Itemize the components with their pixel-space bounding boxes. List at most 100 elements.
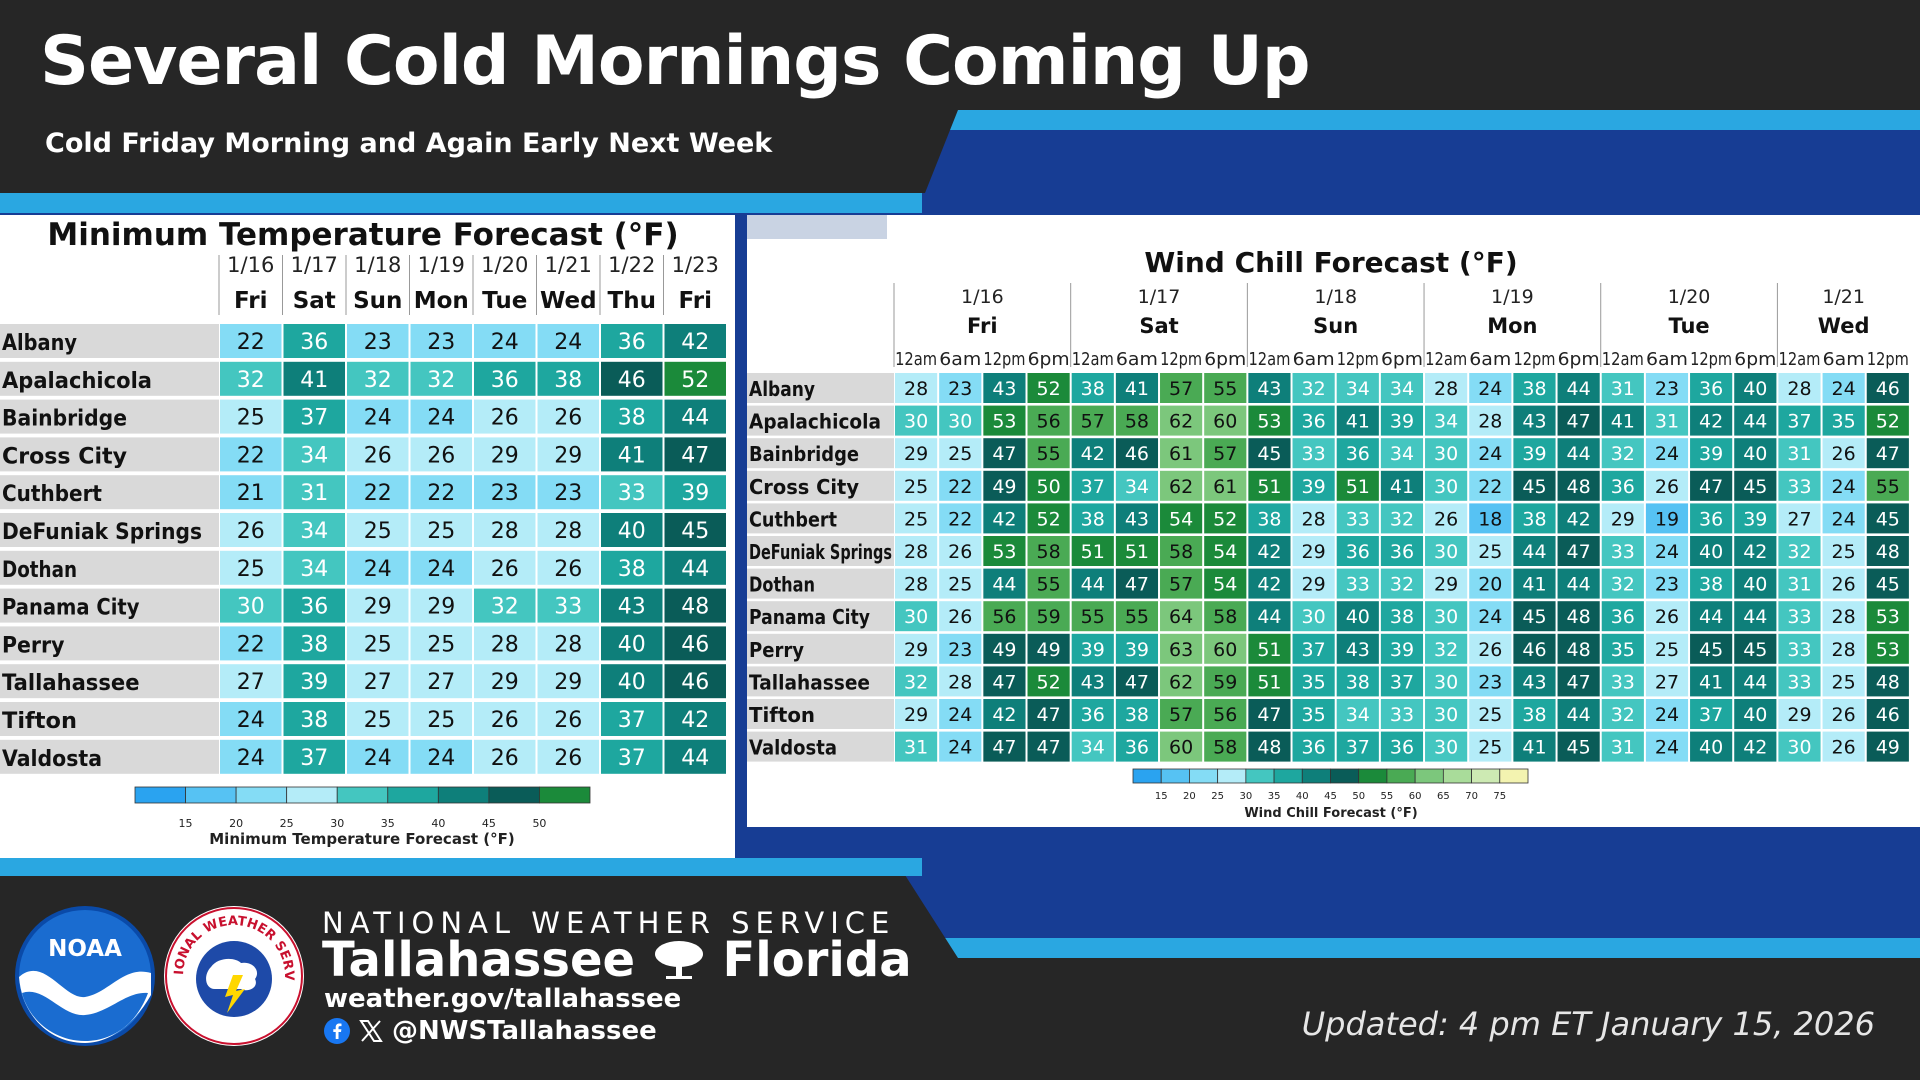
wind-chill-colorbar-label: Wind Chill Forecast (°F) [1244,806,1417,821]
wind-chill-cell [939,438,982,469]
wind-chill-cell [1778,405,1821,436]
wind-chill-cell-value: 55 [1037,443,1061,465]
min-temp-cell [220,702,282,736]
wind-chill-cell [1160,373,1203,403]
wind-chill-cell-value: 64 [1169,606,1193,628]
min-temp-cell [220,626,282,661]
wind-chill-cell [1557,633,1600,664]
min-temp-cell-value: 25 [364,519,392,544]
min-temp-cell [283,475,345,510]
wind-chill-cell-value: 62 [1169,411,1193,433]
wind-chill-cell-value: 45 [1567,737,1591,759]
wind-chill-cell [1071,633,1114,664]
wind-chill-date-label: 1/19 [1491,286,1534,308]
wind-chill-cell [1027,470,1070,501]
wind-chill-colorbar-swatch [1160,768,1190,784]
wind-chill-cell [1557,503,1600,534]
min-temp-cell-value: 26 [491,708,519,733]
wind-chill-colorbar-swatch [1245,768,1275,784]
min-temp-cell-value: 24 [237,746,265,771]
wind-chill-cell-value: 30 [1434,606,1458,628]
social-handle[interactable]: @NWSTallahassee [392,1016,657,1046]
noaa-logo: NOAA [15,906,155,1046]
wind-chill-cell-value: 30 [1434,541,1458,563]
wind-chill-cell-value: 24 [1832,378,1856,400]
min-temp-cell-value: 32 [491,595,519,620]
min-temp-cell-value: 39 [681,481,709,506]
x-icon[interactable] [358,1018,384,1044]
min-temp-cell-value: 23 [427,330,455,355]
wind-chill-cell [1513,568,1556,599]
wind-chill-cell-value: 28 [904,378,928,400]
min-temp-row-label: Cuthbert [2,482,102,507]
min-temp-row-label: Apalachicola [2,369,152,394]
wind-chill-cell [1557,666,1600,697]
wind-chill-cell [1469,601,1512,632]
min-temp-cell-value: 23 [491,481,519,506]
min-temp-cell [664,399,726,434]
wind-chill-cell-value: 47 [992,671,1016,693]
office-url[interactable]: weather.gov/tallahassee [324,984,682,1014]
nws-seal-logo: NATIONAL WEATHER SERVICE [163,905,304,1046]
wind-chill-cell [1115,601,1159,632]
wind-chill-cell-value: 32 [904,671,928,693]
wind-chill-cell-value: 58 [1125,411,1149,433]
wind-chill-row-label: Tifton [749,703,815,727]
min-temp-row-label-bg [0,739,219,774]
min-temp-cell-value: 26 [554,557,582,582]
min-temp-cell [283,588,345,623]
wind-chill-cell-value: 56 [1037,411,1061,433]
wind-chill-cell-value: 31 [1787,443,1811,465]
wind-chill-cell-value: 44 [1081,574,1105,596]
wind-chill-cell [1204,568,1247,599]
wind-chill-cell [1115,568,1159,599]
min-temp-row-label-bg [0,588,219,623]
min-temp-cell [537,550,599,585]
min-temp-date-label: 1/22 [608,253,655,277]
wind-chill-cell [1645,373,1689,403]
wind-chill-colorbar-tick: 25 [1211,791,1224,802]
min-temp-cell-value: 40 [618,670,646,695]
min-temp-cell-value: 25 [237,406,265,431]
wind-chill-cell [1071,731,1114,762]
min-temp-cell [664,513,726,547]
min-temp-cell [474,361,536,396]
wind-chill-cell [895,405,938,436]
wind-chill-cell [1248,633,1291,664]
wind-chill-cell [983,731,1026,762]
wind-chill-cell [1292,666,1335,697]
wind-chill-hour-label: 12pm [983,349,1025,370]
wind-chill-cell-value: 57 [1169,704,1193,726]
wind-chill-cell-value: 41 [1346,411,1370,433]
wind-chill-cell-value: 24 [1655,541,1679,563]
wind-chill-row-label-bg [747,503,894,534]
wind-chill-cell-value: 44 [1567,443,1591,465]
wind-chill-cell-value: 26 [1478,639,1502,661]
wind-chill-row-label: Bainbridge [749,442,859,466]
wind-chill-cell-value: 29 [904,639,928,661]
min-temp-day-label: Sat [293,288,336,314]
wind-chill-cell-value: 35 [1611,639,1635,661]
facebook-icon[interactable] [324,1018,350,1044]
wind-chill-cell [1866,503,1909,534]
wind-chill-cell-value: 29 [1302,541,1326,563]
min-temp-cell [537,361,599,396]
wind-chill-cell-value: 29 [1787,704,1811,726]
wind-chill-cell [1248,503,1291,534]
min-temp-cell-value: 25 [237,557,265,582]
wind-chill-cell-value: 36 [1390,737,1414,759]
wind-chill-cell-value: 28 [904,574,928,596]
wind-chill-cell [1160,503,1203,534]
wind-chill-cell-value: 54 [1169,508,1193,530]
wind-chill-cell-value: 24 [1832,476,1856,498]
wind-chill-cell [1866,470,1909,501]
updated-timestamp: Updated: 4 pm ET January 15, 2026 [1301,1005,1875,1043]
wind-chill-cell-value: 62 [1169,476,1193,498]
wind-chill-cell-value: 48 [1567,476,1591,498]
title-band-stripe [0,193,922,213]
wind-chill-cell-value: 26 [1655,606,1679,628]
wind-chill-cell-value: 49 [1876,737,1900,759]
min-temp-cell-value: 34 [300,443,328,468]
wind-chill-cell [1160,405,1203,436]
wind-chill-cell-value: 35 [1302,704,1326,726]
